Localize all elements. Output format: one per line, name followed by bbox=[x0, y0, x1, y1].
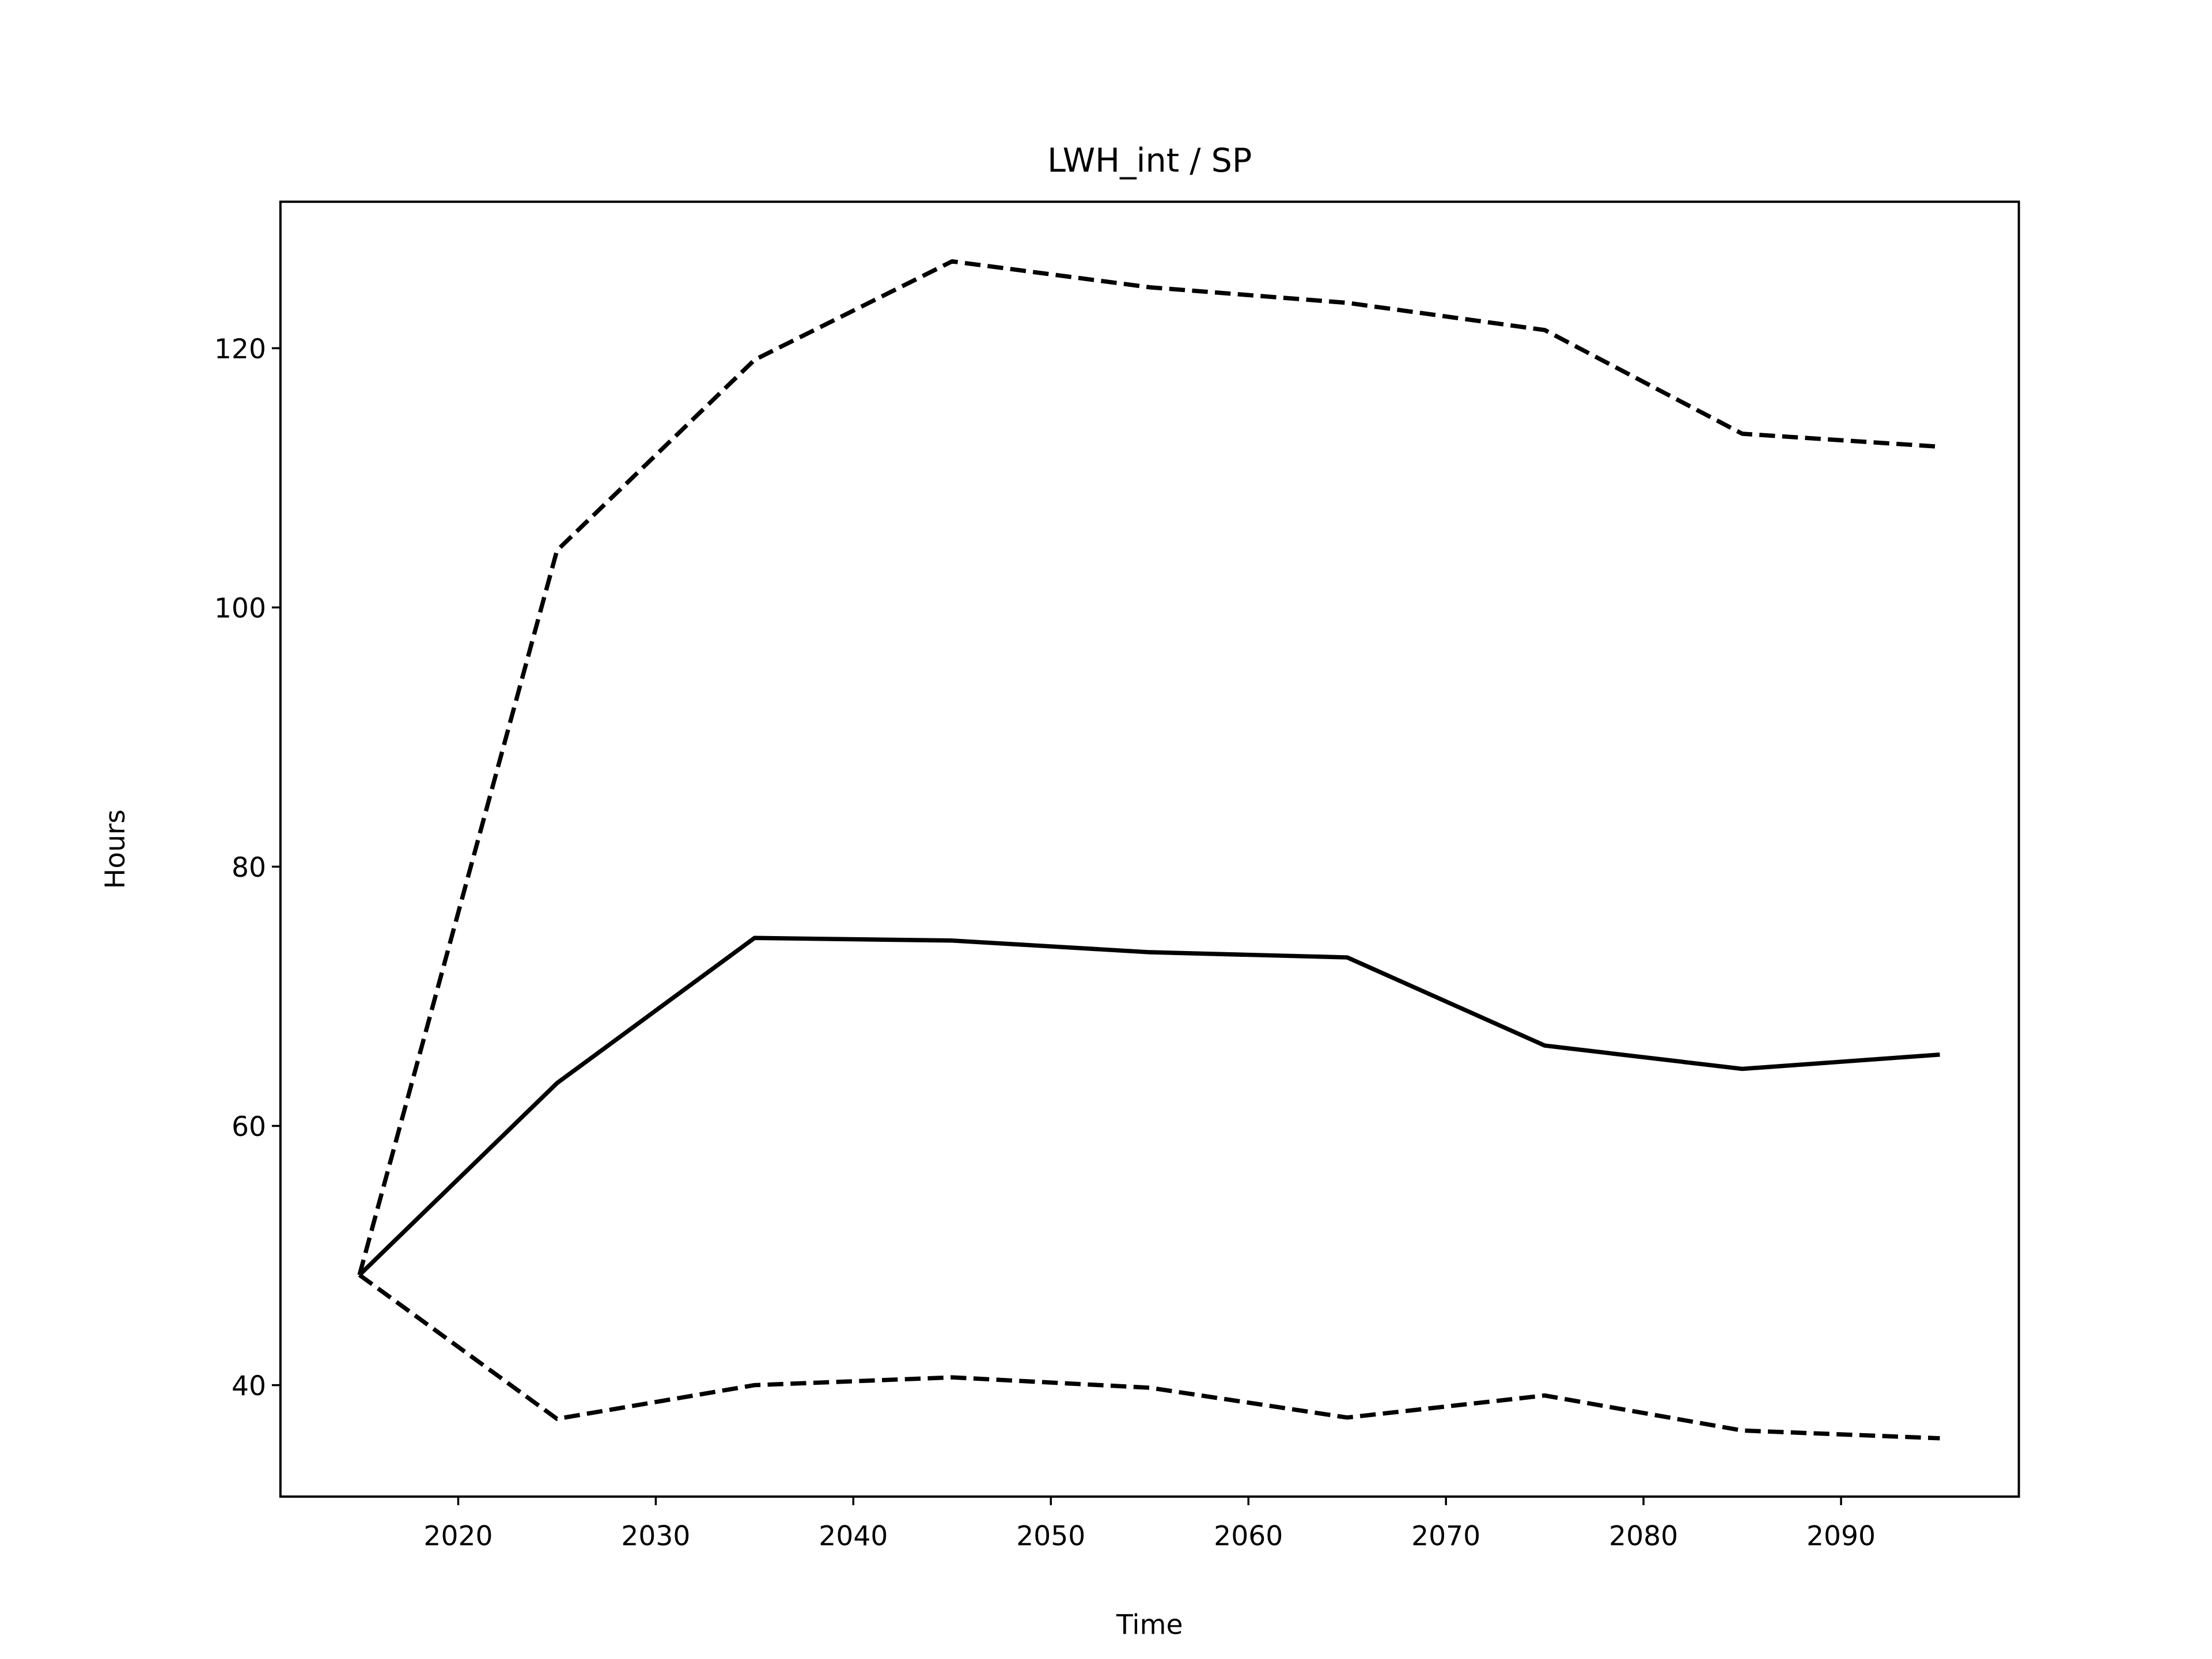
chart-title: LWH_int / SP bbox=[1047, 142, 1252, 180]
series-line bbox=[358, 935, 1940, 1277]
x-tick-label: 2070 bbox=[1411, 1521, 1480, 1552]
y-axis-label: Hours bbox=[100, 809, 131, 889]
series-line bbox=[358, 1273, 1940, 1441]
x-axis-label: Time bbox=[1116, 1609, 1183, 1641]
x-tick-label: 2050 bbox=[1016, 1521, 1085, 1552]
y-tick-label: 60 bbox=[232, 1111, 266, 1143]
y-tick-label: 40 bbox=[232, 1370, 266, 1402]
x-tick-label: 2020 bbox=[423, 1521, 493, 1552]
plot-frame bbox=[279, 200, 2020, 1498]
series-line bbox=[357, 259, 1940, 1276]
y-tick-label: 80 bbox=[232, 852, 266, 884]
x-tick-label: 2080 bbox=[1609, 1521, 1678, 1552]
x-tick-label: 2090 bbox=[1806, 1521, 1876, 1552]
y-tick-label: 100 bbox=[214, 593, 266, 624]
y-tick-label: 120 bbox=[214, 334, 266, 365]
x-tick-label: 2030 bbox=[621, 1521, 690, 1552]
x-tick-label: 2060 bbox=[1214, 1521, 1283, 1552]
x-tick-label: 2040 bbox=[819, 1521, 888, 1552]
